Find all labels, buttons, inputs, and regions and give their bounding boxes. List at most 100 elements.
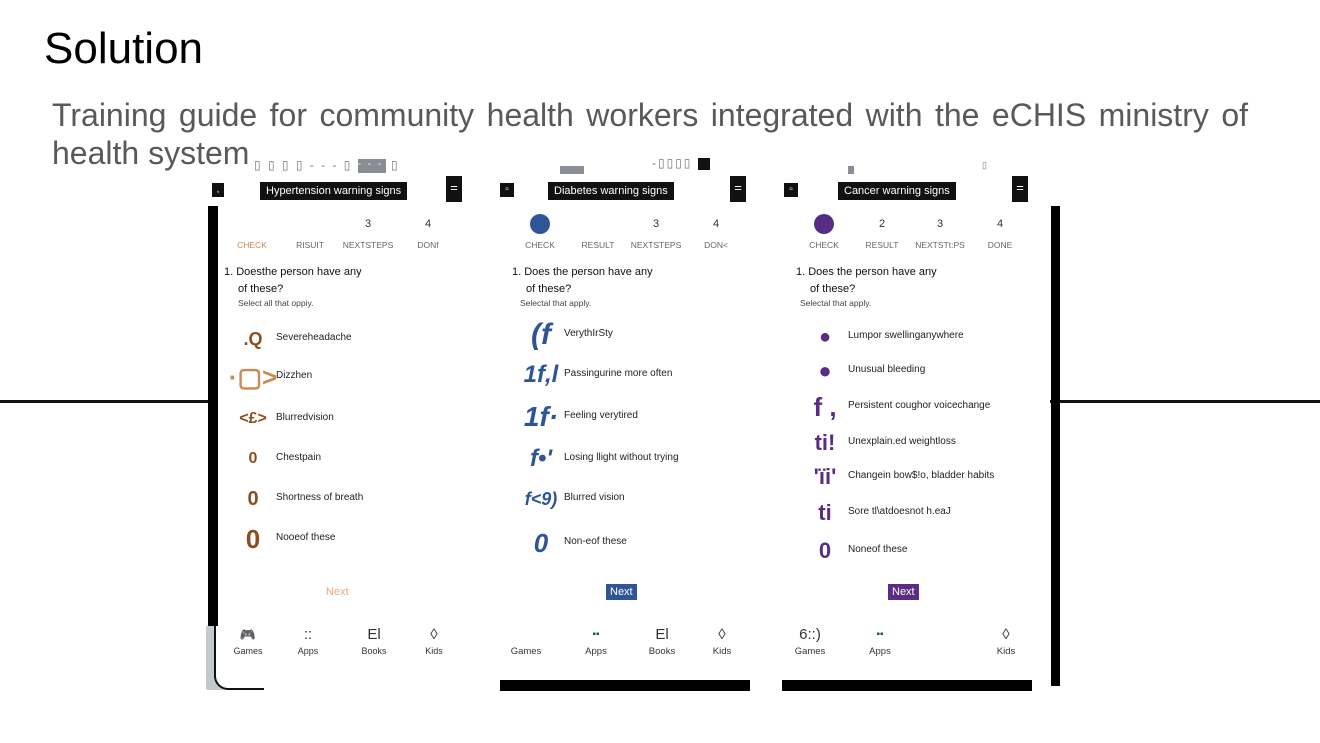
step-number: 2 <box>878 218 886 230</box>
option-icon[interactable]: ● <box>818 358 832 383</box>
back-icon[interactable]: , <box>212 183 224 197</box>
nav-item-1[interactable]: :: Apps <box>280 624 336 656</box>
nav-item-2[interactable]: El Books <box>634 624 690 657</box>
option-icon[interactable]: 1f· <box>523 401 559 432</box>
nav-item-0[interactable]: 6::) Games <box>782 624 838 657</box>
option-row[interactable]: 'ïi' Changein bow$!o, bladder habits <box>780 462 1050 492</box>
option-icon[interactable]: 1f,l <box>523 361 559 388</box>
step-2: 3 NEXTSTt:PS <box>912 214 968 250</box>
option-row[interactable]: ● Lumpor swellinganywhere <box>780 322 1050 352</box>
nav-item-3[interactable]: ◊ Kids <box>406 624 462 656</box>
nav-item-3[interactable]: ◊ Kids <box>978 624 1034 657</box>
nav-item-1[interactable]: ▪▪ Apps <box>852 624 908 657</box>
next-button[interactable]: Next <box>322 584 353 600</box>
progress-steps: CHECK 2 RESULT 3 NEXTSTt:PS 4 DONE <box>796 214 1026 254</box>
menu-icon[interactable]: = <box>730 176 746 202</box>
nav-item-0[interactable]: Games <box>498 624 554 657</box>
phone-screen-cancer: ▫ Cancer warning signs = CHECK 2 RESULT 3 NE… <box>780 176 1060 691</box>
nav-icon: 🎮 <box>239 627 257 642</box>
step-active-dot <box>814 214 834 234</box>
option-icon[interactable]: 0 <box>245 524 261 554</box>
next-button[interactable]: Next <box>888 584 919 600</box>
option-row[interactable]: ·▢> Dizzhen <box>208 362 478 392</box>
option-label: Non-eof these <box>564 536 627 547</box>
nav-item-2[interactable] <box>918 624 974 646</box>
option-icon[interactable]: ti <box>818 500 832 525</box>
option-label: Unusual bleeding <box>848 364 926 375</box>
option-row[interactable]: (f VerythIrSty <box>496 320 766 350</box>
panel-edge-right <box>1051 206 1060 686</box>
question-text: 1. Does the person have any of these? <box>796 264 996 298</box>
option-row[interactable]: f<9) Blurred vision <box>496 484 766 514</box>
nav-icon: El <box>367 626 381 643</box>
menu-icon[interactable]: = <box>446 176 462 202</box>
option-label: Unexplain.ed weightloss <box>848 436 956 447</box>
option-icon[interactable]: ·▢> <box>228 362 278 392</box>
nav-icon: :: <box>303 626 313 643</box>
back-icon[interactable]: ▫ <box>784 183 798 197</box>
step-1: RISUIT <box>282 214 338 250</box>
step-number: 4 <box>996 218 1004 230</box>
screen-title: Diabetes warning signs <box>548 182 674 200</box>
option-row[interactable]: 0 Noneof these <box>780 536 1050 566</box>
option-icon[interactable]: (f <box>531 318 551 351</box>
step-0: CHECK <box>796 214 852 250</box>
bottom-nav: 🎮 Games:: Apps El Books ◊ Kids <box>208 624 478 664</box>
header-bar: , Hypertension warning signs = <box>208 176 478 202</box>
question-line-1: 1. Doesthe person have any <box>224 266 362 278</box>
bottom-nav: Games ▪▪ Apps El Books ◊ Kids <box>496 624 766 664</box>
option-icon[interactable]: 0 <box>248 450 258 467</box>
option-icon[interactable]: 0 <box>818 538 832 563</box>
option-label: Lumpor swellinganywhere <box>848 330 964 341</box>
step-label: RISUIT <box>296 240 324 250</box>
option-row[interactable]: .Q Severeheadache <box>208 324 478 354</box>
nav-icon: ◊ <box>1002 626 1010 643</box>
option-row[interactable]: <£> Blurredvision <box>208 404 478 434</box>
option-label: Blurred vision <box>564 492 625 503</box>
option-row[interactable]: f , Persistent coughor voicechange <box>780 392 1050 422</box>
option-label: Changein bow$!o, bladder habits <box>848 470 995 481</box>
step-number: 4 <box>424 218 432 230</box>
option-icon[interactable]: f , <box>813 392 837 422</box>
nav-item-2[interactable]: El Books <box>346 624 402 656</box>
option-label: Noneof these <box>848 544 908 555</box>
question-line-2: of these? <box>810 283 856 295</box>
option-row[interactable]: 0 Nooeof these <box>208 524 478 554</box>
nav-item-1[interactable]: ▪▪ Apps <box>568 624 624 657</box>
option-row[interactable]: 0 Shortness of breath <box>208 484 478 514</box>
option-row[interactable]: 0 Chestpain <box>208 444 478 474</box>
option-icon[interactable]: ● <box>818 326 832 348</box>
next-button[interactable]: Next <box>606 584 637 600</box>
option-row[interactable]: 1f· Feeling verytired <box>496 402 766 432</box>
step-1: RESULT <box>570 214 626 250</box>
option-row[interactable]: ti Sore tl\atdoesnot h.eaJ <box>780 498 1050 528</box>
phone-screen-hypertension: , Hypertension warning signs = CHECK RISU… <box>206 176 478 690</box>
option-label: Losing llight without trying <box>564 452 679 463</box>
option-icon[interactable]: ti! <box>814 430 836 455</box>
option-row[interactable]: 0 Non-eof these <box>496 528 766 558</box>
option-row[interactable]: 1f,l Passingurine more often <box>496 360 766 390</box>
option-icon[interactable]: 0 <box>247 488 259 510</box>
option-icon[interactable]: .Q <box>243 329 263 349</box>
option-row[interactable]: ti! Unexplain.ed weightloss <box>780 428 1050 458</box>
step-number: 3 <box>652 218 660 230</box>
nav-item-0[interactable]: 🎮 Games <box>220 624 276 656</box>
step-label: CHECK <box>809 240 839 250</box>
option-row[interactable]: f•' Losing llight without trying <box>496 444 766 474</box>
option-icon[interactable]: 'ïi' <box>813 464 837 489</box>
nav-icon <box>498 624 554 646</box>
back-icon[interactable]: ▫ <box>500 183 514 197</box>
option-row[interactable]: ● Unusual bleeding <box>780 356 1050 386</box>
option-icon[interactable]: f<9) <box>524 489 558 509</box>
divider-line-right <box>1032 400 1320 403</box>
glitch-text-1: ▯ ▯ ▯ ▯ - - - ▯ - - - ▯ <box>254 158 400 173</box>
menu-icon[interactable]: = <box>1012 176 1028 202</box>
glitch-block-2 <box>560 162 584 176</box>
step-label: RESULT <box>865 240 899 250</box>
nav-item-3[interactable]: ◊ Kids <box>694 624 750 657</box>
nav-label: Games <box>794 646 826 657</box>
step-0: CHECK <box>512 214 568 250</box>
option-icon[interactable]: <£> <box>239 410 267 427</box>
option-icon[interactable]: 0 <box>533 528 549 558</box>
option-icon[interactable]: f•' <box>529 445 553 472</box>
